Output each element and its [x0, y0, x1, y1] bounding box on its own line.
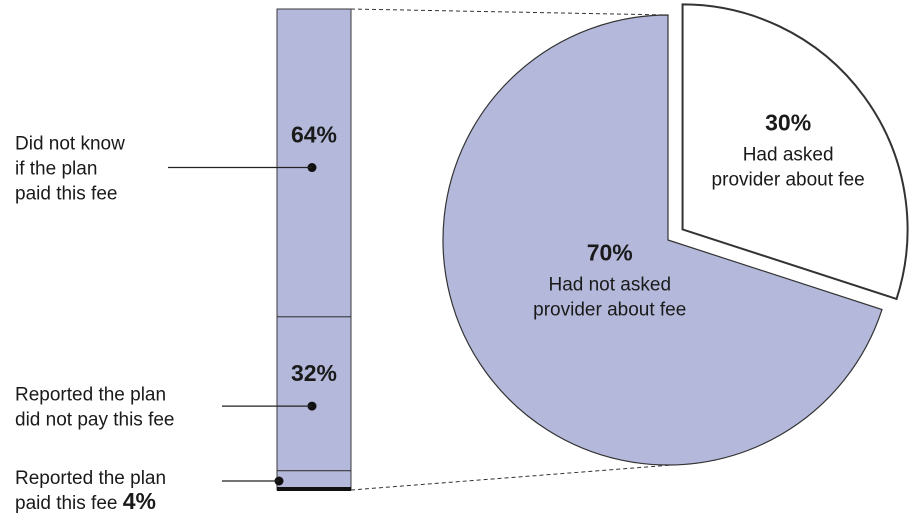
pie-value-label: 70% [587, 239, 633, 265]
bar-category-label: Did not know if the plan paid this fee [15, 134, 125, 205]
bar-segment-reported-the-plan-did-not-pay-this-fee [276, 316, 352, 472]
pie-slice-had-not-asked-provider-about-fee [442, 14, 883, 466]
bar-value-label: 32% [291, 360, 337, 386]
pie-value-label: 30% [765, 110, 811, 136]
bar-category-label: Reported the plan did not pay this fee [15, 385, 175, 431]
pie-slice-label: Had asked provider about fee [712, 145, 865, 191]
pie-slice-label: Had not asked provider about fee [533, 274, 686, 320]
connector-line-top [350, 8, 669, 16]
connector-lines [350, 8, 699, 491]
bar-value-label: 64% [291, 122, 337, 148]
bar-labels: 64% Did not know if the plan paid this fee 3… [15, 122, 337, 514]
pie-slice-had-asked-provider-about-fee [681, 3, 909, 301]
stacked-bar [276, 8, 352, 491]
connector-line-bottom [350, 462, 699, 491]
bar-segment-did-not-know-if-the-plan-paid-this-fee [276, 8, 352, 318]
bar-category-label-with-value: paid this fee 4% [15, 488, 156, 514]
bar-category-label: Reported the plan [15, 468, 166, 489]
bar-segment-marker [277, 487, 351, 491]
pie: 30% Had asked provider about fee 70% Had not… [442, 3, 909, 466]
